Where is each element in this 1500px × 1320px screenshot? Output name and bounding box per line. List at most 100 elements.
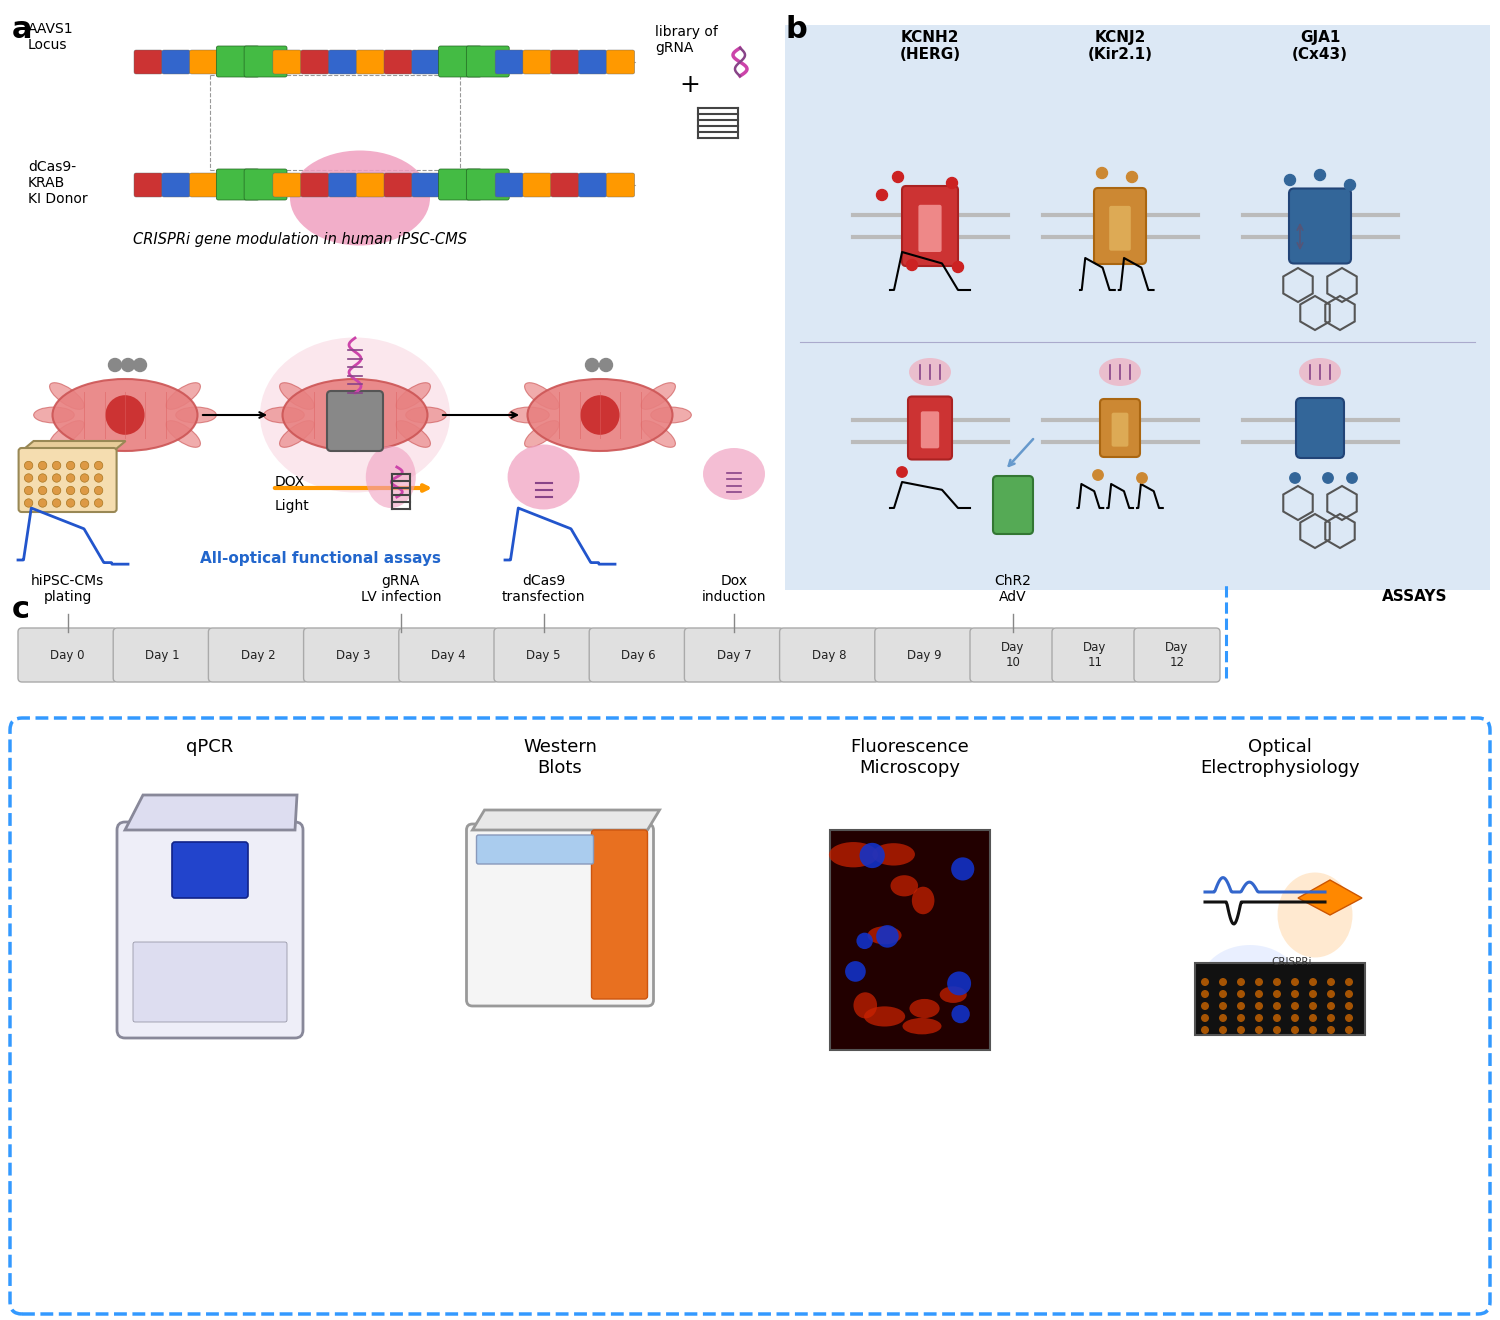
Text: c: c	[12, 595, 30, 624]
FancyBboxPatch shape	[466, 169, 509, 201]
FancyBboxPatch shape	[1094, 187, 1146, 264]
Circle shape	[66, 499, 75, 507]
Text: library of
gRNA: library of gRNA	[656, 25, 718, 55]
FancyBboxPatch shape	[438, 169, 482, 201]
Ellipse shape	[1200, 945, 1300, 1026]
Circle shape	[1314, 169, 1326, 181]
FancyBboxPatch shape	[784, 25, 1490, 590]
Circle shape	[66, 474, 75, 482]
Text: Dox
induction: Dox induction	[702, 574, 766, 605]
Circle shape	[39, 499, 46, 507]
Circle shape	[1202, 1002, 1209, 1010]
Text: Western
Blots: Western Blots	[524, 738, 597, 776]
FancyBboxPatch shape	[495, 173, 524, 197]
FancyBboxPatch shape	[874, 628, 974, 682]
Circle shape	[906, 260, 918, 271]
Ellipse shape	[912, 887, 934, 915]
FancyBboxPatch shape	[273, 173, 302, 197]
FancyBboxPatch shape	[993, 477, 1033, 535]
Circle shape	[1310, 1026, 1317, 1034]
Circle shape	[39, 461, 46, 470]
Ellipse shape	[396, 383, 430, 409]
FancyBboxPatch shape	[495, 50, 524, 74]
FancyBboxPatch shape	[216, 46, 260, 77]
Circle shape	[946, 177, 957, 189]
FancyBboxPatch shape	[117, 822, 303, 1038]
FancyBboxPatch shape	[413, 50, 440, 74]
Circle shape	[1274, 978, 1281, 986]
Circle shape	[134, 359, 147, 371]
Ellipse shape	[176, 407, 216, 422]
FancyBboxPatch shape	[327, 391, 382, 451]
Circle shape	[1238, 1014, 1245, 1022]
FancyBboxPatch shape	[134, 173, 162, 197]
Circle shape	[1346, 978, 1353, 986]
Circle shape	[1202, 990, 1209, 998]
FancyBboxPatch shape	[550, 50, 579, 74]
FancyBboxPatch shape	[399, 628, 498, 682]
FancyBboxPatch shape	[244, 46, 286, 77]
Ellipse shape	[166, 421, 201, 447]
FancyBboxPatch shape	[134, 942, 286, 1022]
FancyBboxPatch shape	[494, 628, 592, 682]
Text: Day 3: Day 3	[336, 648, 370, 661]
Ellipse shape	[1299, 358, 1341, 385]
Ellipse shape	[640, 421, 675, 447]
FancyBboxPatch shape	[10, 718, 1490, 1313]
Ellipse shape	[909, 999, 939, 1018]
Text: Day 1: Day 1	[146, 648, 180, 661]
Text: All-optical functional assays: All-optical functional assays	[200, 550, 441, 565]
FancyBboxPatch shape	[606, 173, 634, 197]
Text: ASSAYS: ASSAYS	[1383, 589, 1448, 605]
Circle shape	[53, 499, 62, 507]
Text: Day 9: Day 9	[908, 648, 942, 661]
Text: Optical
Electrophysiology: Optical Electrophysiology	[1200, 738, 1360, 776]
Circle shape	[94, 474, 104, 482]
Circle shape	[600, 359, 612, 371]
Ellipse shape	[853, 993, 877, 1019]
Polygon shape	[472, 810, 660, 830]
Circle shape	[1126, 172, 1137, 182]
FancyBboxPatch shape	[189, 50, 217, 74]
Circle shape	[1256, 1014, 1263, 1022]
Circle shape	[892, 172, 903, 182]
Ellipse shape	[33, 407, 74, 422]
FancyBboxPatch shape	[908, 396, 952, 459]
Text: Day 0: Day 0	[51, 648, 86, 661]
Text: Light: Light	[274, 499, 309, 513]
FancyBboxPatch shape	[303, 628, 404, 682]
FancyBboxPatch shape	[579, 173, 608, 197]
FancyBboxPatch shape	[1112, 413, 1128, 446]
Circle shape	[1274, 1002, 1281, 1010]
FancyBboxPatch shape	[384, 50, 412, 74]
Circle shape	[1256, 990, 1263, 998]
Circle shape	[1347, 473, 1358, 483]
Circle shape	[53, 486, 62, 495]
Ellipse shape	[580, 395, 620, 434]
FancyBboxPatch shape	[579, 50, 608, 74]
Circle shape	[1238, 990, 1245, 998]
Ellipse shape	[873, 843, 915, 866]
FancyBboxPatch shape	[328, 50, 357, 74]
Circle shape	[1220, 1026, 1227, 1034]
Ellipse shape	[366, 446, 416, 508]
FancyBboxPatch shape	[1108, 206, 1131, 251]
Circle shape	[1238, 978, 1245, 986]
Text: +: +	[680, 73, 700, 96]
Circle shape	[951, 858, 975, 880]
Circle shape	[94, 486, 104, 495]
FancyBboxPatch shape	[780, 628, 879, 682]
Bar	[1196, 964, 1365, 1035]
Circle shape	[39, 474, 46, 482]
Text: ChR2
AdV: ChR2 AdV	[994, 574, 1032, 605]
FancyBboxPatch shape	[477, 836, 594, 865]
FancyBboxPatch shape	[921, 412, 939, 449]
Circle shape	[876, 190, 888, 201]
Circle shape	[1310, 1014, 1317, 1022]
Text: Day 8: Day 8	[812, 648, 846, 661]
FancyBboxPatch shape	[438, 46, 482, 77]
FancyBboxPatch shape	[524, 173, 552, 197]
Circle shape	[1310, 1002, 1317, 1010]
Circle shape	[1094, 470, 1102, 480]
Circle shape	[1328, 990, 1335, 998]
